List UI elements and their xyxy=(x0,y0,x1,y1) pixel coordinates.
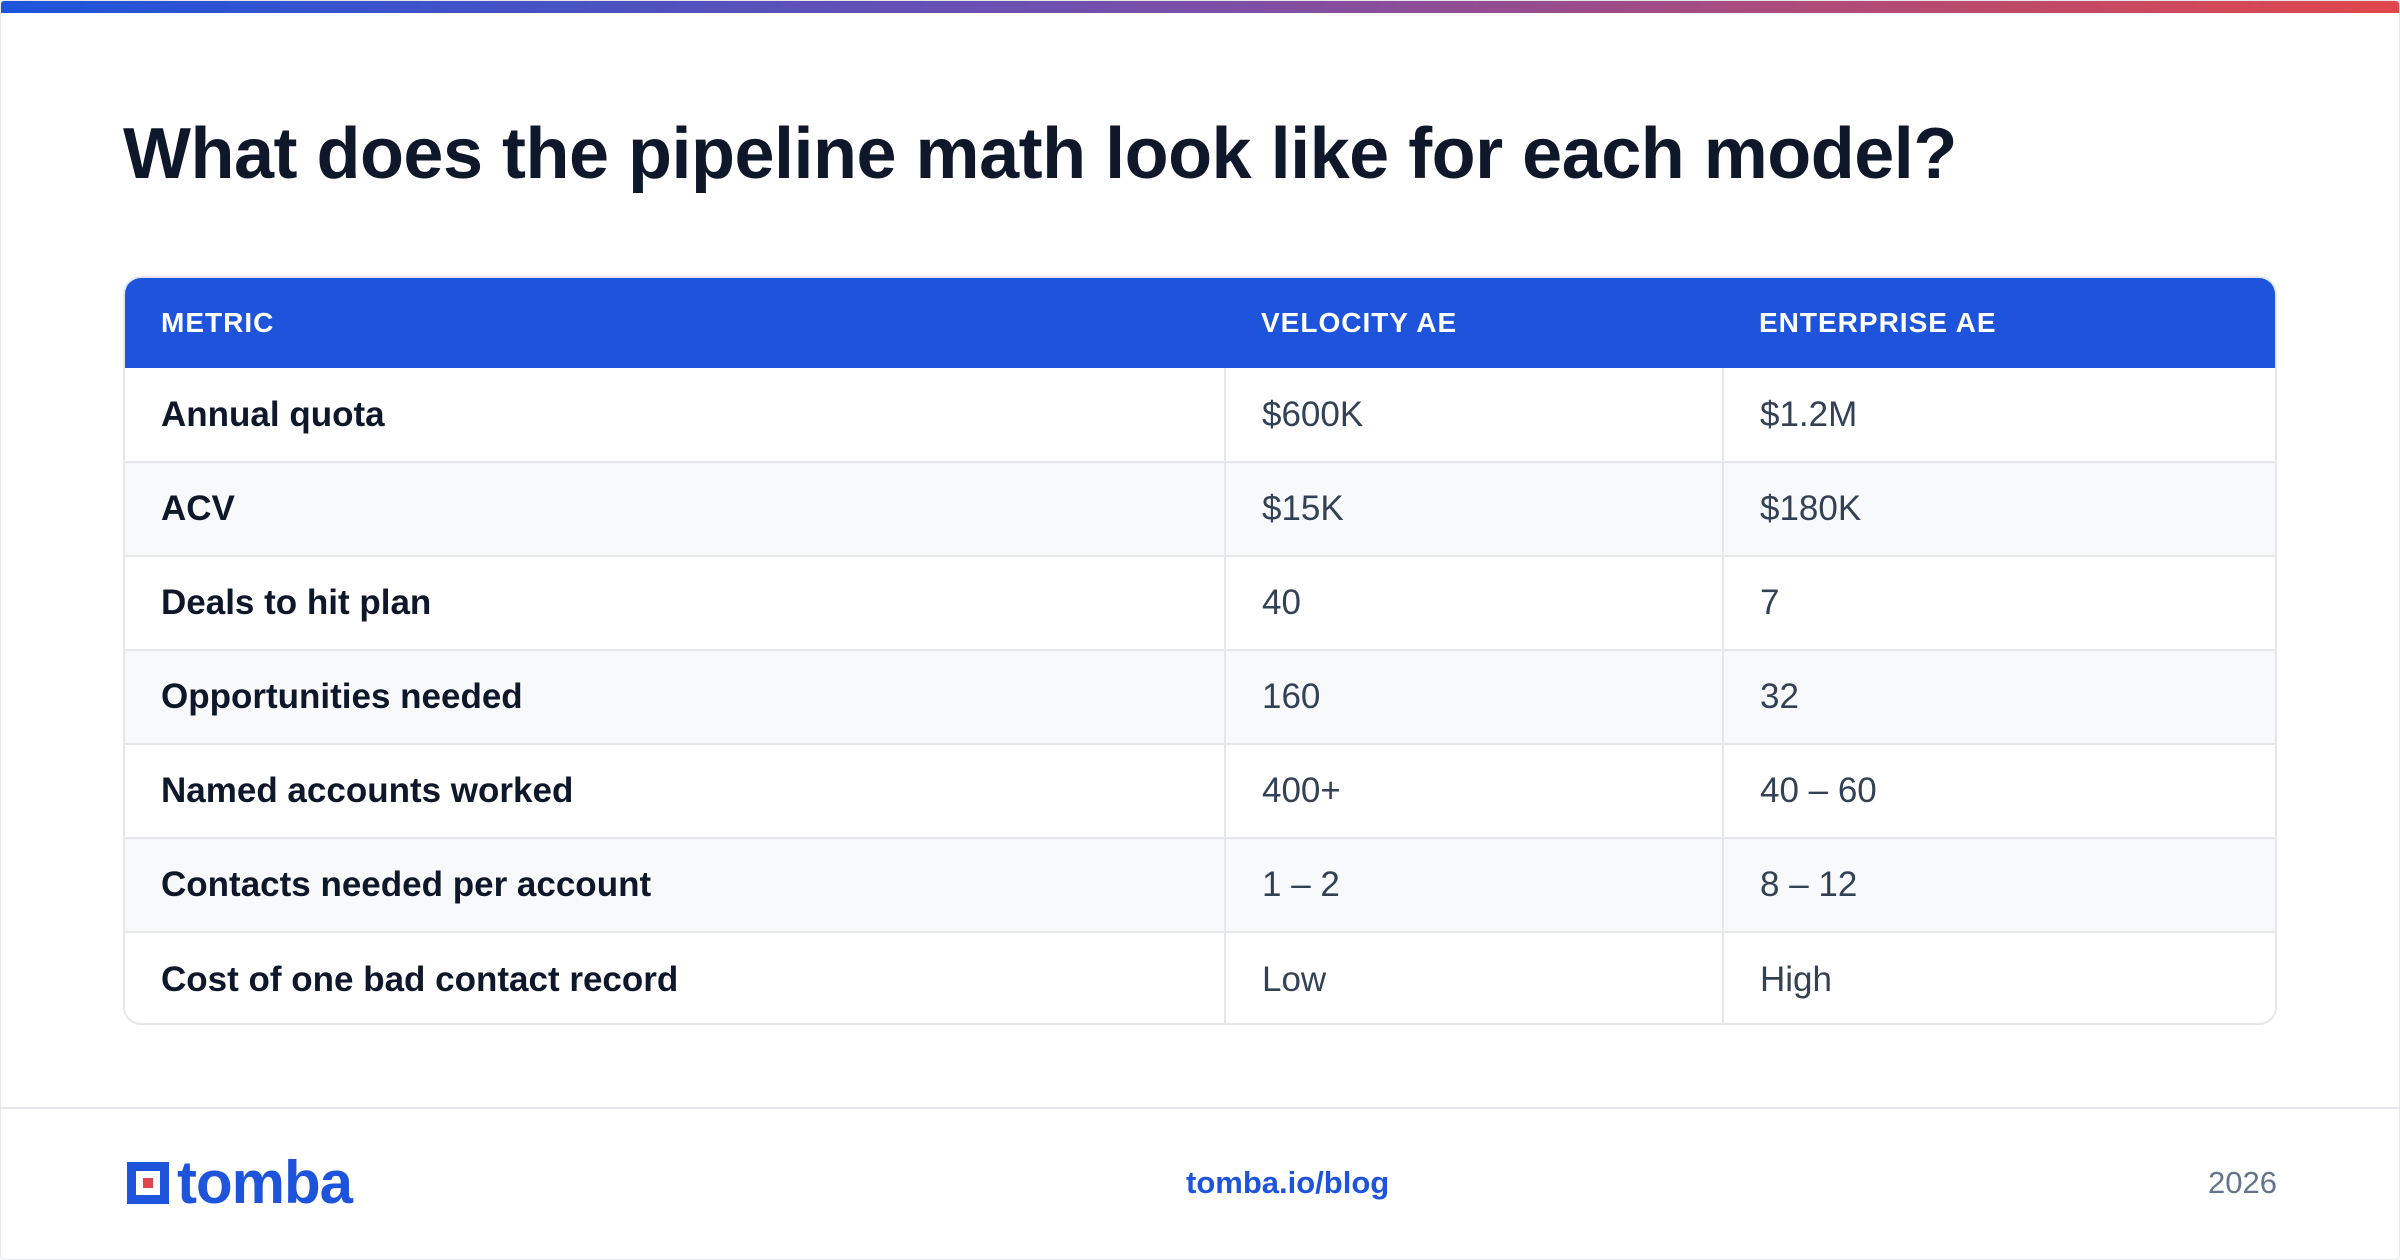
footer-year: 2026 xyxy=(2208,1165,2277,1200)
cell-velocity-ae: 1 – 2 xyxy=(1224,837,1723,932)
cell-enterprise-ae: 32 xyxy=(1722,649,2275,744)
table-header: METRIC VELOCITY AE ENTERPRISE AE xyxy=(125,278,2275,368)
table-row: Deals to hit plan 40 7 xyxy=(125,555,2275,650)
cell-enterprise-ae: $180K xyxy=(1722,461,2275,556)
tomba-logo[interactable]: tomba xyxy=(123,1149,353,1216)
cell-enterprise-ae: High xyxy=(1722,931,2275,1023)
table-row: Named accounts worked 400+ 40 – 60 xyxy=(125,743,2275,838)
comparison-table: METRIC VELOCITY AE ENTERPRISE AE Annual … xyxy=(123,276,2277,1025)
page-title: What does the pipeline math look like fo… xyxy=(123,114,1957,194)
table-header-row: METRIC VELOCITY AE ENTERPRISE AE xyxy=(125,278,2275,368)
column-header-velocity-ae: VELOCITY AE xyxy=(1261,307,1458,338)
cell-velocity-ae: $15K xyxy=(1224,461,1723,556)
table-row: Opportunities needed 160 32 xyxy=(125,649,2275,744)
cell-velocity-ae: 40 xyxy=(1224,555,1723,650)
cell-enterprise-ae: 40 – 60 xyxy=(1722,743,2275,838)
cell-velocity-ae: $600K xyxy=(1224,368,1723,462)
cell-metric: Deals to hit plan xyxy=(125,555,1225,650)
cell-metric: Contacts needed per account xyxy=(125,837,1225,932)
cell-enterprise-ae: 7 xyxy=(1722,555,2275,650)
table-row: Cost of one bad contact record Low High xyxy=(125,931,2275,1023)
cell-metric: Named accounts worked xyxy=(125,743,1225,838)
cell-velocity-ae: 160 xyxy=(1224,649,1723,744)
table-body: Annual quota $600K $1.2M ACV $15K $180K Deals … xyxy=(125,368,2275,1023)
table-row: ACV $15K $180K xyxy=(125,461,2275,556)
cell-metric: Cost of one bad contact record xyxy=(125,931,1225,1023)
column-header-enterprise-ae: ENTERPRISE AE xyxy=(1759,307,1997,338)
cell-metric: Opportunities needed xyxy=(125,649,1225,744)
cell-enterprise-ae: 8 – 12 xyxy=(1722,837,2275,932)
gradient-top-bar xyxy=(1,1,2399,13)
logo-wordmark: tomba xyxy=(177,1149,353,1216)
cell-metric: ACV xyxy=(125,461,1225,556)
tomba-logo-icon xyxy=(127,1162,169,1204)
footer-divider xyxy=(1,1107,2399,1109)
blog-link[interactable]: tomba.io/blog xyxy=(1186,1165,1390,1200)
column-header-metric: METRIC xyxy=(161,307,275,338)
cell-enterprise-ae: $1.2M xyxy=(1722,368,2275,462)
cell-metric: Annual quota xyxy=(161,394,385,434)
cell-velocity-ae: 400+ xyxy=(1224,743,1723,838)
pipeline-math-table: METRIC VELOCITY AE ENTERPRISE AE Annual … xyxy=(125,278,2275,1023)
cell-velocity-ae: Low xyxy=(1224,931,1723,1023)
table-row: Annual quota $600K $1.2M xyxy=(125,368,2275,462)
